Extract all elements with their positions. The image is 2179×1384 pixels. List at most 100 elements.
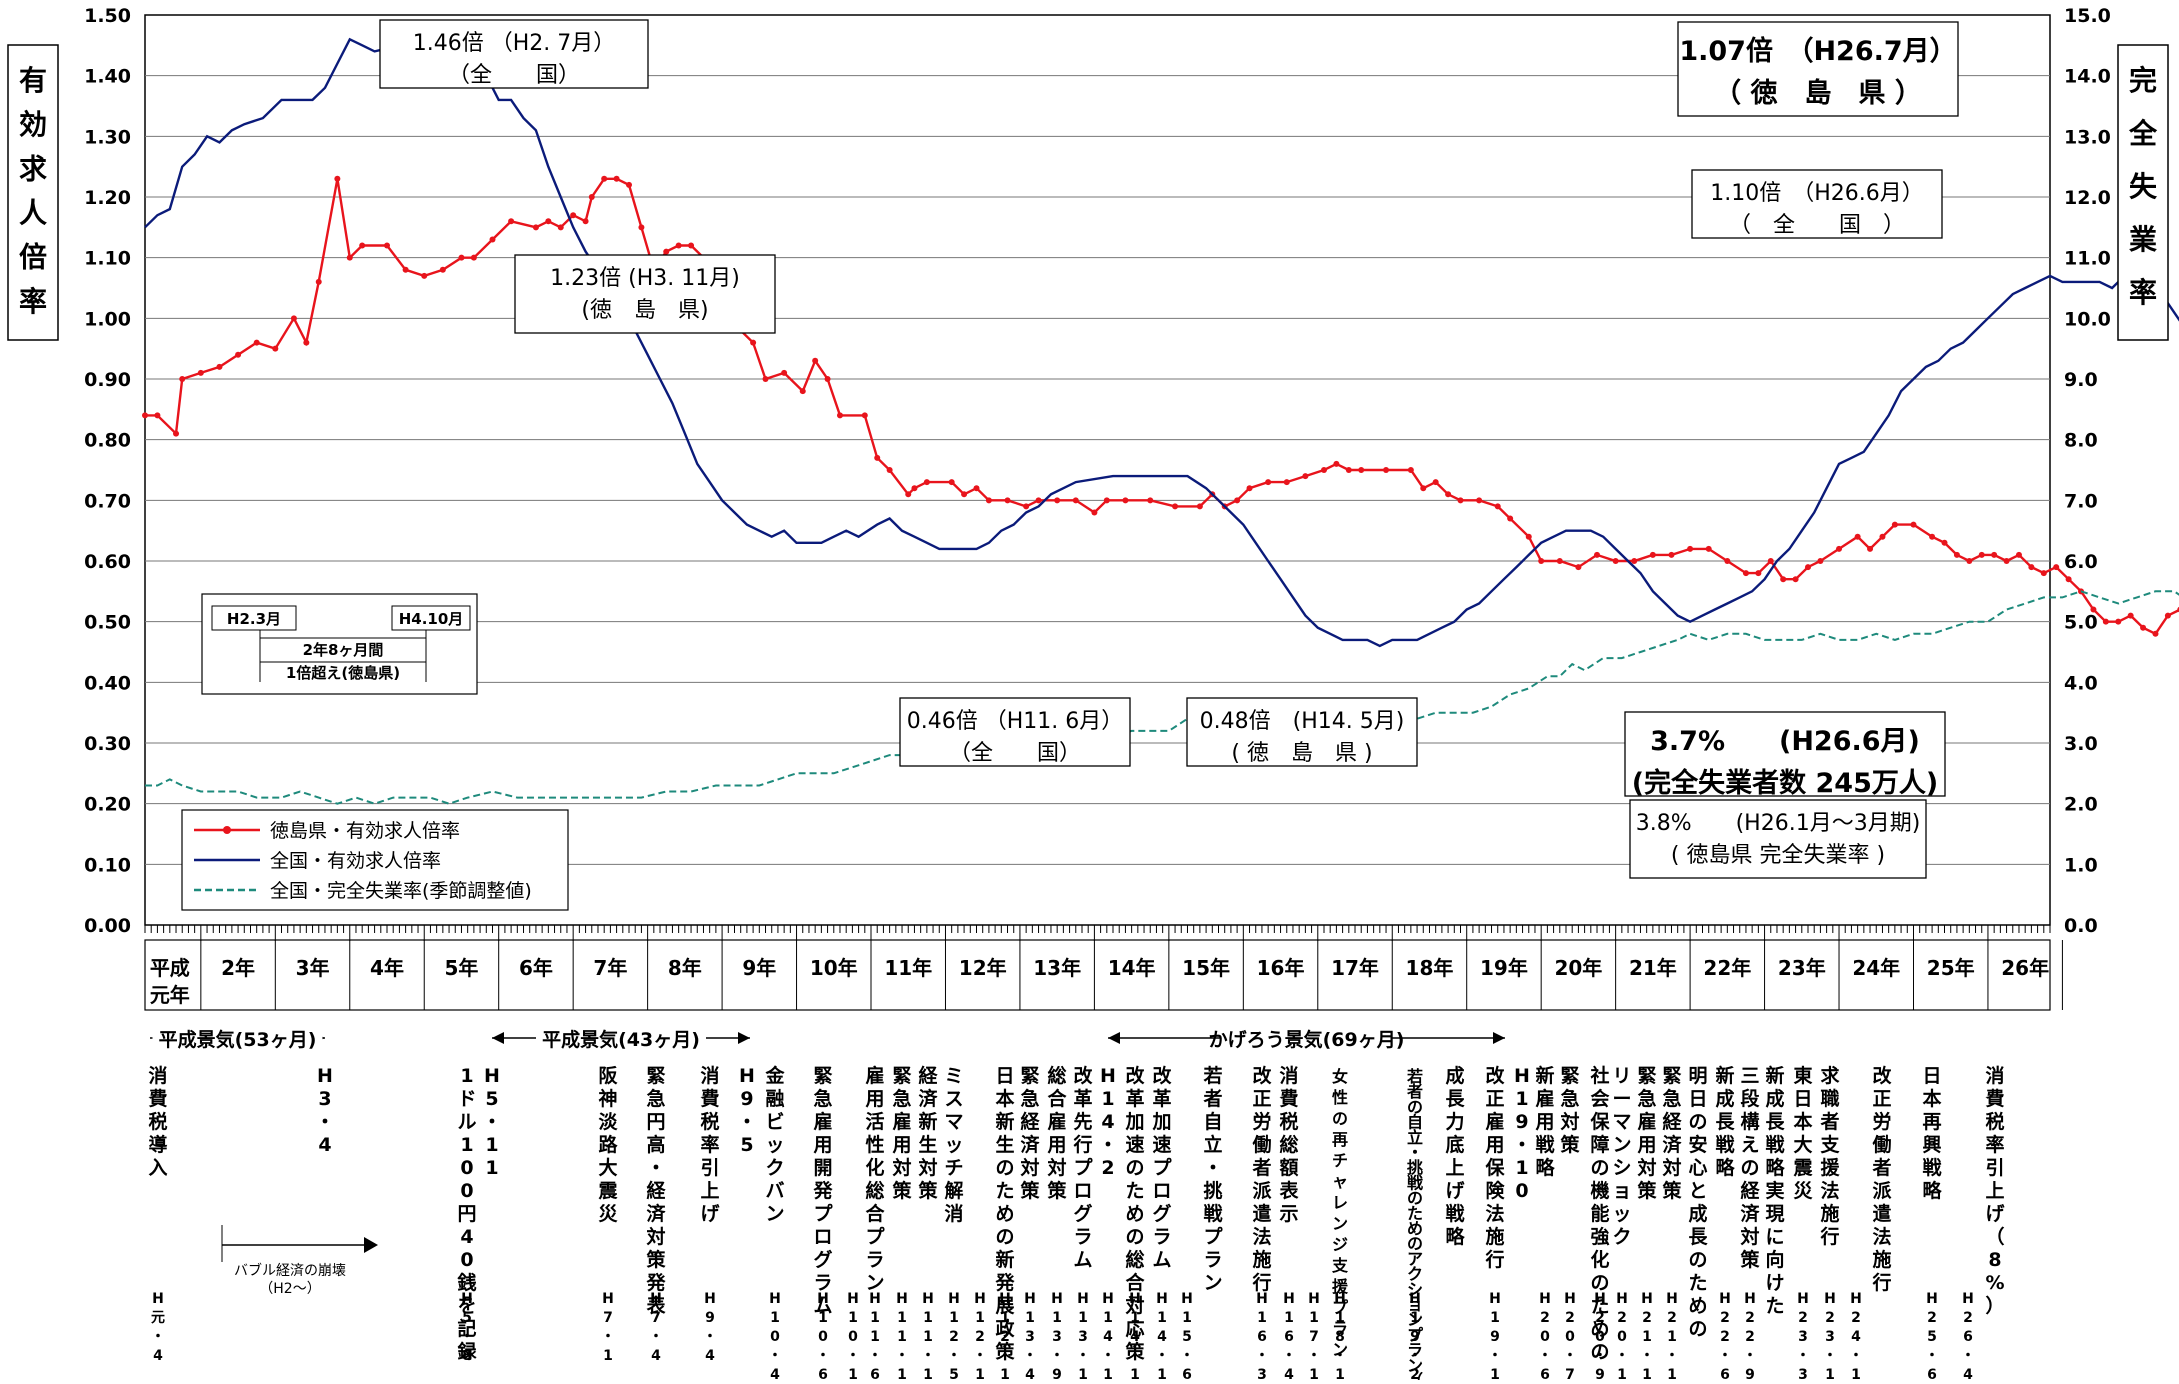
event-char: 0 <box>460 1180 473 1202</box>
event-char: 再 <box>1332 1130 1348 1149</box>
y-right-title-char: 完 <box>2129 64 2157 97</box>
event-date-char: H <box>999 1291 1011 1307</box>
y-right-tick-label: 0.0 <box>2064 915 2098 937</box>
event-char: 成 <box>1445 1064 1464 1087</box>
event-date-char: ・ <box>1255 1348 1269 1364</box>
event-date-char: ・ <box>1961 1348 1975 1364</box>
series-point <box>1705 545 1712 552</box>
event-char: 会 <box>1590 1087 1609 1110</box>
event-date-char: H <box>1102 1291 1114 1307</box>
event-date-char: ・ <box>601 1329 615 1345</box>
annotation-line2: （全 国） <box>448 63 580 88</box>
event-date-char: 6 <box>1720 1367 1730 1380</box>
event-char: 法 <box>1872 1225 1891 1248</box>
series-point <box>315 278 322 285</box>
series-point <box>1767 558 1774 564</box>
event-char: ラ <box>1152 1226 1171 1248</box>
event-date-char: 1 <box>1103 1367 1113 1380</box>
event-char: 経 <box>1020 1110 1040 1133</box>
x-year-label: 14年 <box>1108 956 1156 980</box>
series-point <box>886 467 893 473</box>
series-point <box>1538 558 1545 564</box>
event-date-char: ・ <box>947 1348 961 1364</box>
series-point <box>1991 551 1998 558</box>
event-char: 社 <box>1589 1064 1609 1087</box>
event-char: ラ <box>1332 1319 1348 1338</box>
event-date-char: 1 <box>770 1310 780 1326</box>
event-date-char: 2 <box>1720 1329 1730 1345</box>
event-char: 三 <box>1740 1065 1759 1087</box>
event-char: 性 <box>865 1133 884 1156</box>
event-date-char: H <box>650 1291 662 1307</box>
event-char: H <box>739 1065 755 1087</box>
event-char: 新 <box>1535 1064 1554 1087</box>
event-char: ジ <box>1332 1235 1348 1254</box>
boom-arrowhead <box>1493 1032 1505 1044</box>
event-char: 済 <box>1662 1133 1682 1156</box>
event-char: 生 <box>995 1133 1014 1156</box>
annotation-line1: 1.46倍 （H2. 7月） <box>413 31 616 56</box>
event-char: 用 <box>813 1134 832 1156</box>
y-left-tick-label: 1.20 <box>84 187 131 209</box>
series-point <box>1804 564 1811 571</box>
event-date-char: ・ <box>1128 1348 1142 1364</box>
event-date-char: H <box>602 1291 614 1307</box>
event-char: ッ <box>765 1134 784 1156</box>
event-char: 正 <box>1252 1088 1271 1110</box>
event-date-char: H <box>461 1291 473 1307</box>
event-char: ン <box>1612 1134 1631 1156</box>
event-date-char: H <box>974 1291 986 1307</box>
event-char: 対 <box>645 1225 665 1248</box>
series-point <box>1035 497 1042 504</box>
event-date-char: 1 <box>1309 1310 1319 1326</box>
event-char: 9 <box>1515 1111 1528 1133</box>
event-char: 戦 <box>1715 1133 1734 1156</box>
event-date-char: 1 <box>897 1367 907 1380</box>
series-point <box>2127 612 2134 619</box>
event-char: ラ <box>1203 1249 1222 1271</box>
series-point <box>961 491 968 498</box>
event-char: 策 <box>892 1179 912 1202</box>
series-point <box>2003 558 2010 564</box>
y-right-title-char: 全 <box>2128 117 2158 150</box>
series-point <box>1265 479 1272 486</box>
event-date-char: 2 <box>1617 1310 1627 1326</box>
event-char: 者 <box>1820 1111 1839 1133</box>
event-date-char: 1 <box>1642 1367 1652 1380</box>
series-point <box>2140 624 2147 631</box>
annotation-line2: （ 全 国 ） <box>1729 213 1905 238</box>
event-char: の <box>1407 1189 1423 1208</box>
event-char: 緊 <box>1020 1065 1039 1087</box>
event-char: 者 <box>1406 1082 1423 1101</box>
event-date-char: ・ <box>1718 1348 1732 1364</box>
event-char: 行 <box>1819 1225 1839 1248</box>
event-char: プ <box>1073 1156 1093 1179</box>
event-date-char: 0 <box>1617 1329 1627 1345</box>
event-date-char: ・ <box>1023 1348 1037 1364</box>
event-char: 金 <box>764 1064 785 1087</box>
series-point <box>1383 467 1390 473</box>
y-right-title-char: 業 <box>2129 223 2157 256</box>
event-date-char: 4 <box>1130 1329 1140 1345</box>
event-char: 5 <box>485 1088 498 1110</box>
event-char: 新 <box>995 1248 1014 1271</box>
event-char: 1 <box>460 1134 473 1156</box>
event-char: 用 <box>865 1088 884 1110</box>
event-char: 阪 <box>598 1064 618 1087</box>
series-point <box>470 254 477 261</box>
x-year-label: 21年 <box>1629 956 1677 980</box>
event-date-char: ・ <box>1640 1348 1654 1364</box>
event-date-char: ・ <box>1743 1348 1757 1364</box>
event-char: 総 <box>865 1179 884 1202</box>
event-char: 新 <box>1715 1064 1734 1087</box>
event-date-char: ・ <box>460 1329 474 1345</box>
event-char: ス <box>944 1088 963 1110</box>
event-char: 災 <box>1793 1180 1813 1202</box>
event-date-char: 2 <box>949 1329 959 1345</box>
